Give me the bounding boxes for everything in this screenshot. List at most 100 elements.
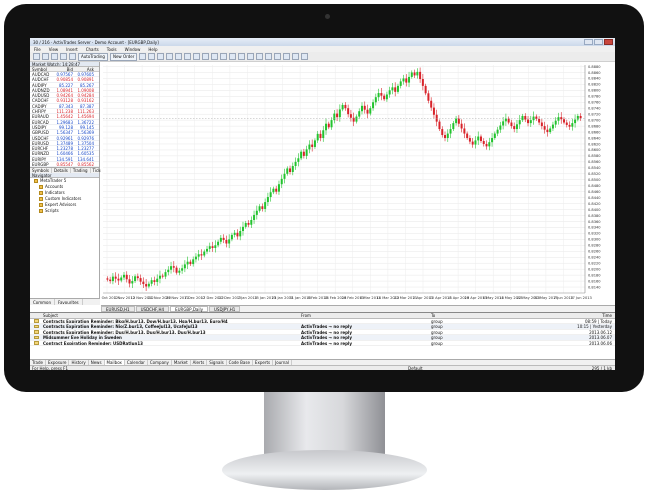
- zoom-in-icon[interactable]: [166, 53, 174, 60]
- menu-view[interactable]: View: [48, 46, 59, 52]
- crosshair-icon[interactable]: [238, 53, 246, 60]
- chart-tab-eurgbp[interactable]: EURGBP,Daily: [170, 306, 208, 312]
- folder-icon: [39, 209, 43, 214]
- subject-column[interactable]: Subject: [43, 313, 58, 318]
- tile-windows-icon[interactable]: [184, 53, 192, 60]
- time-column[interactable]: Time: [602, 313, 612, 318]
- navigator-item[interactable]: Accounts: [30, 184, 99, 190]
- periods-icon[interactable]: [220, 53, 228, 60]
- tab-favourites[interactable]: Favourites: [55, 299, 83, 305]
- market-watch-row[interactable]: AUDCAD 0.97567 0.97605: [30, 72, 99, 78]
- navigator-item[interactable]: Custom Indicators: [30, 196, 99, 202]
- market-watch-row[interactable]: USDCHF 0.92961 0.92976: [30, 136, 99, 141]
- ask-column[interactable]: Ask: [86, 67, 94, 72]
- fibonacci-icon[interactable]: [283, 53, 291, 60]
- chart-tab-usdchf[interactable]: USDCHF,H4: [135, 306, 170, 312]
- tab-symbols[interactable]: Symbols: [30, 168, 52, 174]
- mail-cell-icon: [30, 335, 43, 340]
- market-watch-row[interactable]: GBPUSD 1.56347 1.56369: [30, 130, 99, 136]
- menu-charts[interactable]: Charts: [85, 46, 99, 52]
- terminal-tab-trade[interactable]: Trade: [30, 360, 46, 365]
- navigator-item[interactable]: Scripts: [30, 208, 99, 214]
- to-column[interactable]: To: [431, 313, 436, 318]
- tab-common[interactable]: Common: [30, 299, 56, 305]
- chart-tab-eurusd[interactable]: EURUSD,H1: [101, 306, 135, 312]
- text-tool-icon[interactable]: [292, 53, 300, 60]
- menu-file[interactable]: File: [34, 46, 41, 52]
- chart-tab-usdjpy[interactable]: USDJPY,H1: [208, 306, 241, 312]
- terminal-icon[interactable]: [69, 53, 76, 60]
- mail-row[interactable]: Contracts Expiration Reminder: Bkg/H.bur…: [30, 319, 615, 325]
- close-button[interactable]: [604, 39, 613, 45]
- symbol-column[interactable]: Symbol: [32, 67, 47, 71]
- market-watch-row[interactable]: AUDJPY 85.227 85.267: [30, 83, 99, 88]
- vertical-line-icon[interactable]: [247, 53, 255, 60]
- zoom-out-icon[interactable]: [175, 53, 183, 60]
- indicators-icon[interactable]: [211, 53, 219, 60]
- tab-trading[interactable]: Trading: [71, 168, 91, 174]
- market-watch-row[interactable]: EURJPY 134.591 134.641: [30, 157, 99, 163]
- terminal-tab-calendar[interactable]: Calendar: [125, 360, 148, 365]
- candle-body: [156, 278, 159, 282]
- terminal-tab-journal[interactable]: Journal: [273, 360, 292, 365]
- price-chart[interactable]: 0.8880 0.8860 0.8840 0.8820 0.8800 0.8780 0.87…: [96, 62, 615, 305]
- profiles-icon[interactable]: [42, 53, 49, 60]
- chart-shift-icon[interactable]: [202, 53, 210, 60]
- navigator-item[interactable]: Indicators: [30, 190, 99, 196]
- market-watch-row[interactable]: EURUSD 1.37489 1.37504: [30, 141, 99, 147]
- terminal-tab-exposure[interactable]: Exposure: [46, 360, 70, 365]
- minimize-button[interactable]: [584, 39, 593, 45]
- market-watch-row[interactable]: CADCHF 0.93128 0.93162: [30, 98, 99, 104]
- menu-tools[interactable]: Tools: [106, 46, 117, 52]
- horizontal-line-icon[interactable]: [256, 53, 264, 60]
- menu-insert[interactable]: Insert: [66, 46, 78, 52]
- candle-body: [488, 142, 491, 147]
- market-watch-row[interactable]: AUDCHF 0.90854 0.90891: [30, 77, 99, 83]
- candlestick-icon[interactable]: [148, 53, 156, 60]
- terminal-tab-history[interactable]: History: [69, 360, 89, 365]
- terminal-tab-code-base[interactable]: Code Base: [227, 360, 253, 365]
- channel-icon[interactable]: [274, 53, 282, 60]
- autoscroll-icon[interactable]: [193, 53, 201, 60]
- autotrading-button[interactable]: AutoTrading: [78, 52, 108, 61]
- terminal-tab-market[interactable]: Market: [172, 360, 191, 365]
- market-watch-row[interactable]: EURCAD 1.29683 1.36722: [30, 120, 99, 125]
- market-watch-row[interactable]: EURAUD 1.45642 1.45694: [30, 114, 99, 120]
- market-watch-row[interactable]: AUDNZD 1.08941 1.09008: [30, 88, 99, 94]
- terminal-tab-signals[interactable]: Signals: [207, 360, 227, 365]
- terminal-tab-news[interactable]: News: [89, 360, 105, 365]
- market-watch-row[interactable]: EURCHF 1.23278 1.23277: [30, 146, 99, 152]
- terminal-tab-mailbox[interactable]: Mailbox: [104, 360, 125, 365]
- market-watch-row[interactable]: EURGBP 0.85547 0.85562: [30, 162, 99, 168]
- navigator-icon[interactable]: [60, 53, 67, 60]
- navigator-item[interactable]: Expert Advisors: [30, 202, 99, 208]
- maximize-button[interactable]: [594, 39, 603, 45]
- menu-window[interactable]: Window: [124, 46, 141, 52]
- mail-row[interactable]: Contracts Expiration Reminder: Dus/H.bur…: [30, 330, 615, 336]
- new-chart-icon[interactable]: [33, 53, 40, 60]
- mail-row[interactable]: Contracts Expiration Reminder: Nio/Z.bur…: [30, 324, 615, 330]
- terminal-tab-experts[interactable]: Experts: [253, 360, 274, 365]
- mail-row[interactable]: Midsummer Eve Holiday in Sweden ActivTrad…: [30, 335, 615, 341]
- bid-column[interactable]: Bid: [66, 67, 73, 72]
- navigator-item[interactable]: MetaTrader 5: [30, 178, 99, 184]
- terminal-tab-alerts[interactable]: Alerts: [191, 360, 208, 365]
- mail-row[interactable]: Contract Expiration Reminder: USDRatJun1…: [30, 341, 615, 346]
- label-tool-icon[interactable]: [301, 53, 309, 60]
- market-watch-row[interactable]: EURNZD 1.60466 1.60535: [30, 151, 99, 157]
- from-column[interactable]: From: [301, 313, 311, 318]
- market-watch-row[interactable]: CADJPY 87.343 87.387: [30, 104, 99, 110]
- market-watch-row[interactable]: AUDUSD 0.94264 0.94284: [30, 93, 99, 99]
- line-chart-icon[interactable]: [157, 53, 165, 60]
- new-order-button[interactable]: New Order: [109, 52, 138, 61]
- menu-help[interactable]: Help: [148, 46, 158, 52]
- market-watch-row[interactable]: CHFJPY 111.238 111.263: [30, 109, 99, 115]
- market-watch-icon[interactable]: [51, 53, 58, 60]
- market-watch-row[interactable]: USDJPY 99.128 99.145: [30, 125, 99, 131]
- terminal-tab-company[interactable]: Company: [148, 360, 172, 365]
- templates-icon[interactable]: [229, 53, 237, 60]
- tab-details[interactable]: Details: [52, 168, 71, 174]
- bar-chart-icon[interactable]: [139, 53, 147, 60]
- trendline-icon[interactable]: [265, 53, 273, 60]
- chart-area[interactable]: 0.8880 0.8860 0.8840 0.8820 0.8800 0.8780 0.87…: [96, 62, 615, 305]
